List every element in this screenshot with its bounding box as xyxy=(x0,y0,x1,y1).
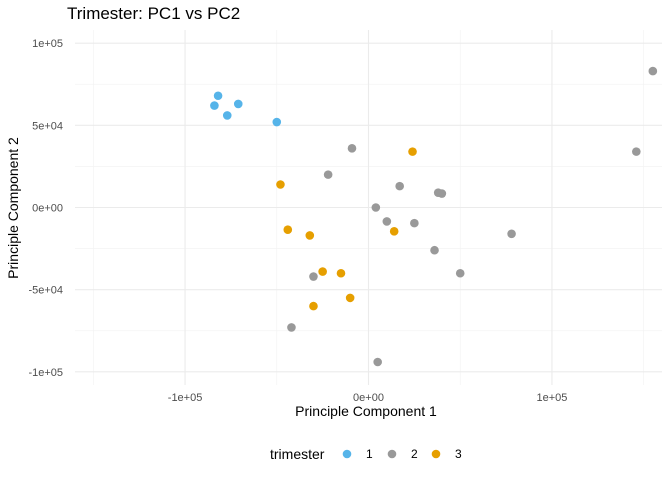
data-point-trimester-2 xyxy=(395,181,404,191)
data-point-trimester-2 xyxy=(347,144,357,153)
y-tick-label: -5e+04 xyxy=(28,285,63,297)
data-point-trimester-2 xyxy=(371,203,381,212)
y-tick-label: -1e+05 xyxy=(28,367,63,379)
grid xyxy=(75,30,662,385)
legend-title: trimester xyxy=(270,446,325,462)
legend-label-3: 3 xyxy=(455,447,462,461)
data-points xyxy=(210,66,658,367)
data-point-trimester-2 xyxy=(632,147,641,156)
data-point-trimester-2 xyxy=(507,229,516,239)
legend: trimester 1 2 3 xyxy=(270,446,462,462)
data-point-trimester-3 xyxy=(283,225,293,234)
data-point-trimester-3 xyxy=(318,267,327,276)
data-point-trimester-2 xyxy=(323,170,333,179)
legend-label-1: 1 xyxy=(366,447,373,461)
data-point-trimester-2 xyxy=(410,218,419,228)
data-point-trimester-3 xyxy=(389,227,399,236)
x-tick-label: 0e+00 xyxy=(353,392,384,404)
data-point-trimester-3 xyxy=(345,293,355,303)
data-point-trimester-1 xyxy=(272,117,282,127)
y-tick-label: 0e+00 xyxy=(32,203,63,215)
data-point-trimester-2 xyxy=(287,323,296,332)
y-axis-title: Principle Component 2 xyxy=(5,137,21,279)
legend-key-2 xyxy=(387,449,397,459)
data-point-trimester-2 xyxy=(437,189,447,198)
data-point-trimester-1 xyxy=(233,99,243,109)
data-point-trimester-2 xyxy=(430,245,439,255)
legend-label-2: 2 xyxy=(411,447,418,461)
legend-key-1 xyxy=(342,449,352,459)
data-point-trimester-3 xyxy=(305,231,315,240)
x-tick-label: -1e+05 xyxy=(168,392,203,404)
data-point-trimester-3 xyxy=(408,147,417,156)
data-point-trimester-3 xyxy=(336,268,346,278)
legend-key-3 xyxy=(431,449,441,459)
data-point-trimester-2 xyxy=(648,66,658,76)
data-point-trimester-1 xyxy=(213,91,223,101)
data-point-trimester-1 xyxy=(222,111,232,120)
tick-labels: -1e+05 0e+00 1e+05 1e+05 5e+04 0e+00 -5e+04 -1e… xyxy=(28,38,567,404)
data-point-trimester-1 xyxy=(210,101,219,110)
data-point-trimester-2 xyxy=(373,357,382,367)
x-tick-label: 1e+05 xyxy=(536,392,567,404)
data-point-trimester-3 xyxy=(309,301,318,311)
data-point-trimester-2 xyxy=(309,272,318,281)
y-tick-label: 5e+04 xyxy=(32,120,63,132)
data-point-trimester-2 xyxy=(455,268,465,278)
data-point-trimester-3 xyxy=(276,180,285,189)
chart-title: Trimester: PC1 vs PC2 xyxy=(67,4,240,23)
y-tick-label: 1e+05 xyxy=(32,38,63,50)
data-point-trimester-2 xyxy=(382,217,392,226)
x-axis-title: Principle Component 1 xyxy=(295,403,437,419)
